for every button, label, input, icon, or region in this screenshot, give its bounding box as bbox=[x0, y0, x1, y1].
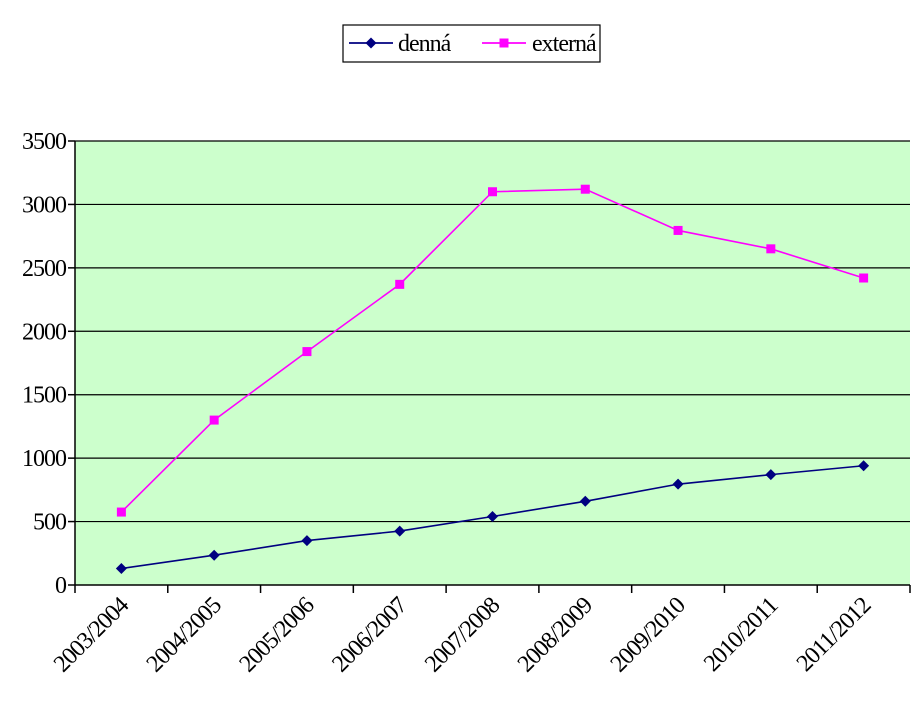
y-tick-label: 3500 bbox=[22, 129, 67, 155]
data-point bbox=[673, 225, 683, 235]
x-tick-label: 2011/2012 bbox=[792, 593, 876, 677]
y-tick-label: 1500 bbox=[22, 383, 67, 409]
legend: denná externá bbox=[342, 24, 601, 63]
data-point bbox=[302, 347, 312, 357]
x-tick-label: 2008/2009 bbox=[513, 592, 598, 677]
series-2 bbox=[116, 184, 869, 517]
x-tick-label: 2010/2011 bbox=[699, 593, 783, 677]
y-tick-label: 2500 bbox=[22, 256, 67, 282]
data-point bbox=[301, 535, 313, 547]
x-tick-labels: 2003/2004 2004/2005 2005/2006 2006/2007 2007… bbox=[49, 592, 876, 677]
legend-marker bbox=[499, 38, 509, 48]
y-tick-label: 500 bbox=[33, 510, 67, 536]
legend-label: denná bbox=[398, 31, 452, 57]
x-tick-label: 2003/2004 bbox=[49, 592, 134, 677]
x-tick-label: 2007/2008 bbox=[420, 592, 505, 677]
y-tick-label: 2000 bbox=[22, 319, 67, 345]
data-point bbox=[116, 507, 126, 517]
data-point bbox=[395, 279, 405, 289]
y-tick-label: 3000 bbox=[22, 192, 67, 218]
y-tick-label: 1000 bbox=[22, 446, 67, 472]
data-point bbox=[487, 510, 498, 522]
series-1 bbox=[115, 460, 870, 575]
data-point bbox=[488, 187, 497, 197]
legend-entry-2: externá bbox=[482, 31, 598, 57]
data-point bbox=[859, 273, 869, 283]
x-tick-label: 2005/2006 bbox=[235, 592, 320, 677]
x-tick-label: 2009/2010 bbox=[606, 592, 691, 677]
data-point bbox=[858, 460, 870, 472]
axes bbox=[68, 140, 911, 593]
data-point bbox=[765, 469, 777, 481]
data-point bbox=[115, 563, 127, 575]
data-point bbox=[394, 525, 406, 537]
x-tick-label: 2006/2007 bbox=[327, 592, 412, 677]
data-point bbox=[580, 184, 590, 194]
data-point bbox=[579, 495, 591, 507]
y-tick-label: 0 bbox=[55, 573, 67, 599]
series-layer bbox=[115, 184, 870, 575]
data-point bbox=[672, 478, 684, 490]
y-tick-labels: 0 500 1000 1500 2000 2500 3000 3500 bbox=[22, 129, 68, 599]
legend-marker bbox=[365, 37, 377, 49]
data-point bbox=[208, 549, 220, 561]
data-point bbox=[766, 244, 776, 254]
data-point bbox=[209, 415, 219, 425]
x-tick-label: 2004/2005 bbox=[142, 592, 227, 677]
legend-label: externá bbox=[532, 31, 597, 57]
legend-entry-1: denná bbox=[349, 31, 453, 57]
gridlines bbox=[75, 140, 910, 523]
